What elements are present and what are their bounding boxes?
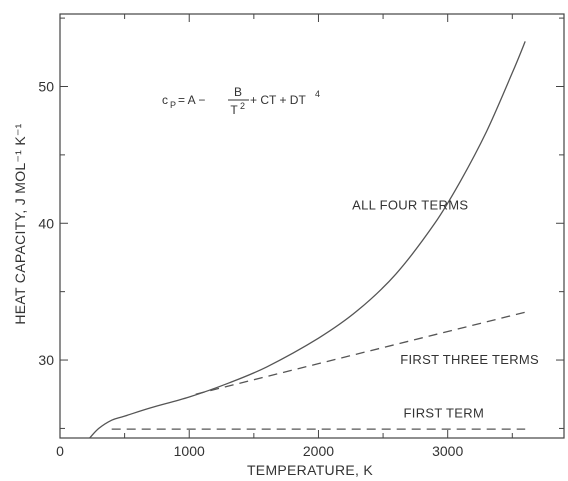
x-tick-label: 2000 <box>303 443 334 459</box>
series-first-three-terms <box>195 311 526 395</box>
series-layer <box>89 41 526 439</box>
y-axis-title: HEAT CAPACITY, J MOL⁻¹ K⁻¹ <box>12 123 28 324</box>
plot-frame <box>59 13 565 439</box>
x-axis: 0 1000 2000 3000 <box>56 14 513 459</box>
y-tick-label: 50 <box>38 78 54 94</box>
x-tick-label: 0 <box>56 443 64 459</box>
formula-lhs-subscript: P <box>170 100 176 110</box>
formula-frac-exponent: 2 <box>240 101 245 111</box>
formula-frac-denominator: T <box>230 103 238 117</box>
formula-eq: = A − <box>178 93 205 107</box>
formula: c P = A − B T 2 + CT + DT 4 <box>162 85 320 117</box>
formula-rest-exponent: 4 <box>315 89 320 99</box>
series-all-four-terms <box>89 41 526 439</box>
formula-lhs: c <box>162 93 168 107</box>
label-first-three-terms: FIRST THREE TERMS <box>400 352 539 367</box>
y-tick-label: 40 <box>38 215 54 231</box>
y-axis: 30 40 50 <box>38 17 564 429</box>
x-tick-label: 1000 <box>174 443 205 459</box>
x-axis-title: TEMPERATURE, K <box>247 462 373 478</box>
y-tick-label: 30 <box>38 352 54 368</box>
annotation-layer: ALL FOUR TERMS FIRST THREE TERMS FIRST TER… <box>352 198 539 421</box>
x-tick-label: 3000 <box>432 443 463 459</box>
formula-rest: + CT + DT <box>250 93 306 107</box>
formula-frac-numerator: B <box>234 85 242 99</box>
label-first-term: FIRST TERM <box>404 405 485 420</box>
label-all-four-terms: ALL FOUR TERMS <box>352 198 468 213</box>
